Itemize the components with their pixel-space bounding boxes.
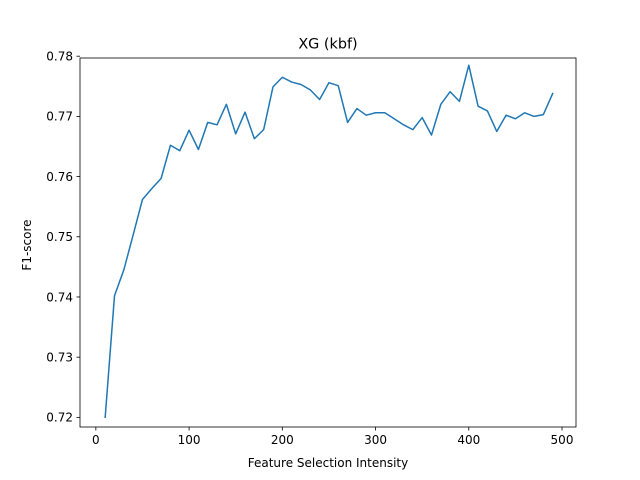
x-axis-label: Feature Selection Intensity (248, 456, 409, 470)
x-tick-label: 200 (271, 433, 294, 447)
x-tick-label: 0 (92, 433, 100, 447)
x-tick-label: 400 (457, 433, 480, 447)
y-tick-label: 0.72 (46, 411, 73, 425)
y-tick-label: 0.78 (46, 49, 73, 63)
x-tick-label: 100 (178, 433, 201, 447)
y-tick-label: 0.77 (46, 110, 73, 124)
x-tick-label: 500 (551, 433, 574, 447)
x-tick-label: 300 (364, 433, 387, 447)
y-tick-label: 0.73 (46, 350, 73, 364)
chart-title: XG (kbf) (298, 37, 357, 53)
axes-frame (79, 57, 577, 428)
series-line-0 (104, 64, 554, 419)
y-axis-label: F1-score (20, 219, 34, 270)
plot-area: 0 100 200 300 400 500 0.72 0.73 0.74 0.75 0.76 0.77… (46, 49, 577, 447)
y-tick-label: 0.74 (46, 290, 73, 304)
y-tick-label: 0.76 (46, 170, 73, 184)
y-tick-label: 0.75 (46, 230, 73, 244)
